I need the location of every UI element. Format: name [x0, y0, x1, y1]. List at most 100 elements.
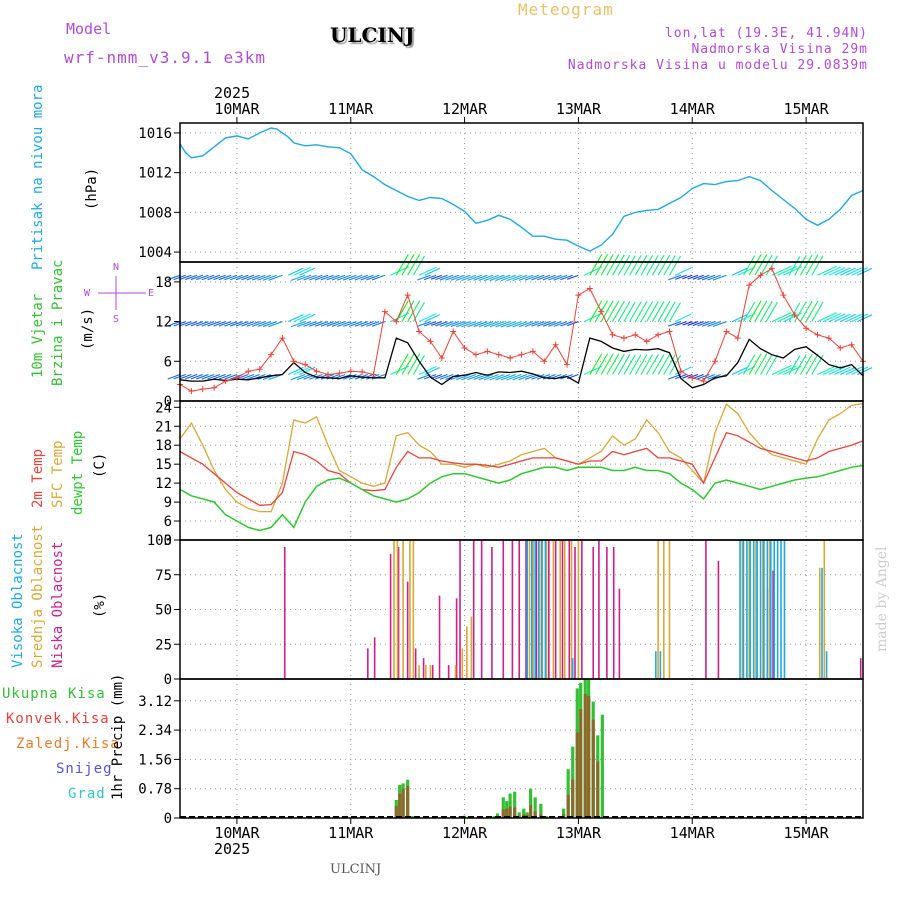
precip-conv-bar	[529, 804, 533, 818]
wind-arrow	[518, 274, 534, 281]
wind-arrow	[857, 314, 873, 323]
wind-arrow	[342, 374, 357, 380]
wind-arrow	[412, 255, 425, 276]
wind-arrow	[257, 274, 272, 281]
wind-arrow	[473, 374, 488, 381]
precip-total-bar	[501, 797, 505, 818]
wind-arrow	[179, 274, 192, 281]
wind-arrow	[467, 321, 482, 328]
wind-arrow	[439, 321, 454, 327]
bottom-day-label: 13MAR	[556, 824, 602, 842]
wind-arrow	[629, 301, 642, 322]
gust-marker	[211, 384, 218, 391]
wind-arrow	[560, 274, 573, 281]
gust-marker	[256, 366, 263, 373]
gust-marker	[484, 348, 491, 355]
gust-marker	[461, 345, 468, 352]
wind-arrow	[682, 374, 693, 379]
gust-marker	[450, 328, 457, 335]
wind-arrow	[455, 274, 471, 281]
wind-arrow	[536, 321, 551, 327]
wind-arrow	[439, 374, 454, 380]
gust-marker	[814, 331, 821, 338]
gust-marker	[655, 331, 662, 338]
top-day-label: 15MAR	[784, 100, 830, 118]
wind-arrow	[293, 266, 312, 276]
wind-arrow	[213, 274, 226, 281]
gust-marker	[848, 341, 855, 348]
y-tick-label: 1004	[138, 245, 172, 261]
wind-arrow	[495, 274, 511, 282]
wind-arrow	[674, 267, 692, 276]
precip-total-bar	[533, 797, 537, 818]
gust-marker	[404, 292, 411, 299]
wind-arrow	[646, 255, 659, 276]
wind-arrow	[424, 314, 440, 323]
wind-arrow	[287, 267, 304, 276]
pressure-unit: (hPa)	[84, 167, 100, 210]
precip-conv-bar	[401, 788, 405, 818]
model-elevation: Nadmorska Visina u modelu 29.0839m	[567, 58, 868, 73]
wind-arrow	[834, 267, 851, 276]
station-coords: lon,lat (19.3E, 41.94N)	[664, 26, 868, 41]
y-tick-label: 0	[164, 672, 172, 688]
precip-conv-bar	[591, 719, 595, 818]
precip-conv-bar	[583, 694, 587, 818]
wind-arrow	[207, 374, 221, 380]
wind-arrow	[478, 274, 494, 281]
wind-arrow	[765, 301, 778, 322]
wind-arrow	[337, 274, 351, 281]
wind-arrow	[553, 274, 568, 281]
wind-arrow	[794, 354, 807, 375]
y-tick-label: 2.34	[138, 723, 172, 739]
wind-arrow	[331, 321, 346, 327]
wind-arrow	[701, 274, 716, 281]
wind-arrow	[712, 321, 727, 327]
wind-arrow	[606, 353, 620, 375]
wind-arrow	[167, 274, 181, 281]
wind-arrow	[360, 321, 374, 327]
gust-marker	[370, 371, 377, 378]
wind-arrow	[407, 300, 421, 322]
precip-conv-bar	[501, 809, 505, 818]
wind-arrow	[675, 274, 687, 280]
wind-title: 10m Vjetar	[30, 293, 46, 378]
wind-arrow	[668, 274, 682, 281]
wind-arrow	[348, 274, 363, 281]
wind-arrow	[167, 374, 181, 380]
wind-arrow	[697, 274, 710, 281]
gust-marker	[837, 345, 844, 352]
precip-conv-bar	[517, 815, 521, 818]
wind-arrow	[828, 366, 846, 376]
gust-marker	[757, 272, 764, 279]
wind-arrow	[196, 274, 209, 281]
wind-arrow	[252, 274, 266, 281]
y-tick-label: 18	[155, 275, 172, 291]
gust-marker	[336, 370, 343, 377]
wind-arrow	[407, 254, 421, 276]
wind-arrow	[531, 274, 545, 281]
wind-arrow	[407, 353, 421, 375]
wind-arrow	[224, 321, 238, 327]
legend-snow: Snijeg	[56, 761, 113, 777]
wind-arrow	[697, 321, 710, 327]
precip-frame	[179, 678, 864, 819]
wind-arrow	[455, 321, 471, 328]
wind-arrow	[560, 321, 573, 327]
wind-arrow	[218, 374, 232, 380]
wind-arrow	[612, 254, 625, 276]
wind-arrow	[309, 321, 323, 327]
precip-conv-bar	[394, 805, 398, 818]
wind-arrow	[401, 300, 415, 322]
wind-arrow	[817, 312, 837, 323]
precip-conv-bar	[533, 811, 537, 818]
wind-arrow	[845, 366, 863, 376]
wind-arrow	[366, 374, 380, 380]
wind-arrow	[822, 312, 842, 323]
precip-conv-bar	[566, 794, 570, 818]
wind-compass-icon	[98, 276, 146, 310]
wind-arrow	[296, 321, 312, 328]
wind-arrow	[326, 321, 340, 327]
y-tick-label: 12	[155, 315, 172, 331]
wind-arrow	[536, 274, 551, 281]
